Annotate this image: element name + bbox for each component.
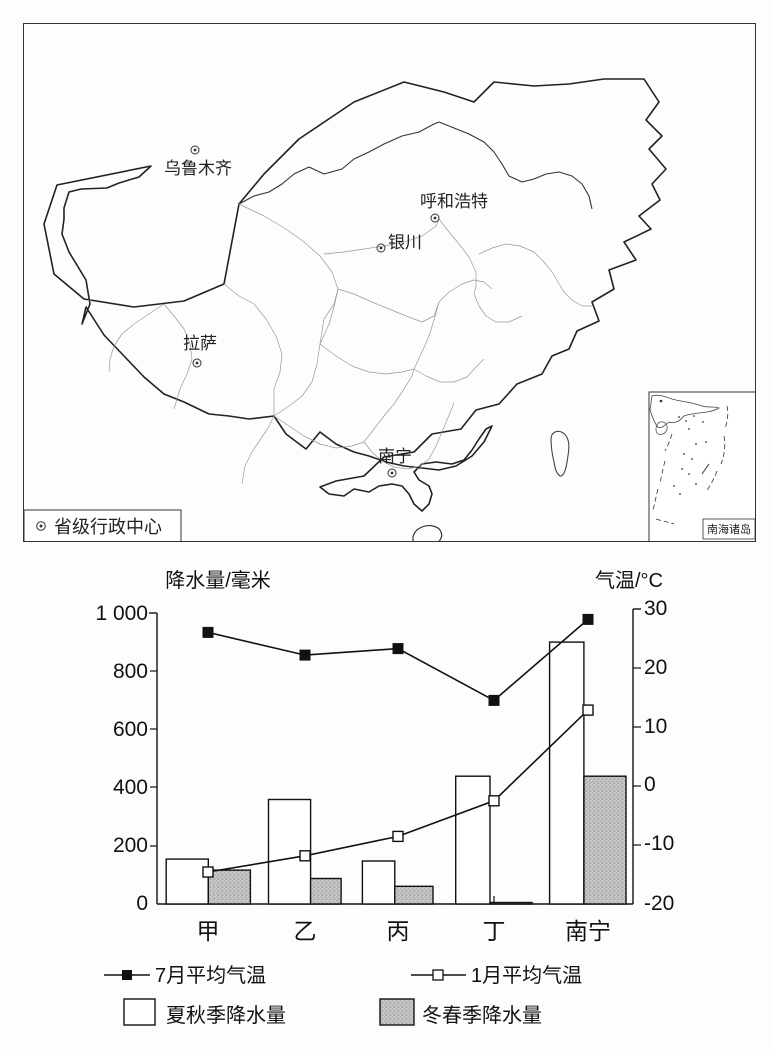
svg-text:拉萨: 拉萨 — [183, 334, 217, 353]
svg-text:-20: -20 — [644, 892, 674, 915]
svg-text:夏秋季降水量: 夏秋季降水量 — [166, 1004, 286, 1027]
svg-text:甲: 甲 — [197, 918, 220, 944]
svg-text:800: 800 — [113, 660, 148, 683]
svg-text:气温/°C: 气温/°C — [595, 569, 663, 592]
svg-text:600: 600 — [113, 718, 148, 741]
svg-text:7月平均气温: 7月平均气温 — [155, 964, 266, 987]
svg-text:省级行政中心: 省级行政中心 — [54, 517, 162, 537]
svg-text:10: 10 — [644, 715, 667, 738]
svg-text:南海诸岛: 南海诸岛 — [707, 522, 751, 536]
svg-text:乙: 乙 — [294, 918, 317, 944]
svg-text:20: 20 — [644, 656, 667, 679]
svg-text:-10: -10 — [644, 832, 674, 855]
svg-text:0: 0 — [644, 773, 656, 796]
svg-text:400: 400 — [113, 776, 148, 799]
svg-text:乌鲁木齐: 乌鲁木齐 — [164, 159, 232, 178]
svg-text:0: 0 — [136, 892, 148, 915]
svg-text:南宁: 南宁 — [378, 447, 412, 466]
svg-text:降水量/毫米: 降水量/毫米 — [165, 569, 271, 592]
svg-text:1月平均气温: 1月平均气温 — [471, 964, 582, 987]
svg-text:200: 200 — [113, 834, 148, 857]
svg-text:银川: 银川 — [388, 233, 422, 252]
svg-text:丁: 丁 — [483, 918, 506, 944]
svg-text:1 000: 1 000 — [95, 602, 148, 625]
svg-text:丙: 丙 — [387, 918, 410, 944]
svg-text:呼和浩特: 呼和浩特 — [420, 192, 488, 211]
svg-text:南宁: 南宁 — [565, 918, 611, 944]
svg-text:30: 30 — [644, 597, 667, 620]
svg-text:冬春季降水量: 冬春季降水量 — [422, 1004, 542, 1027]
